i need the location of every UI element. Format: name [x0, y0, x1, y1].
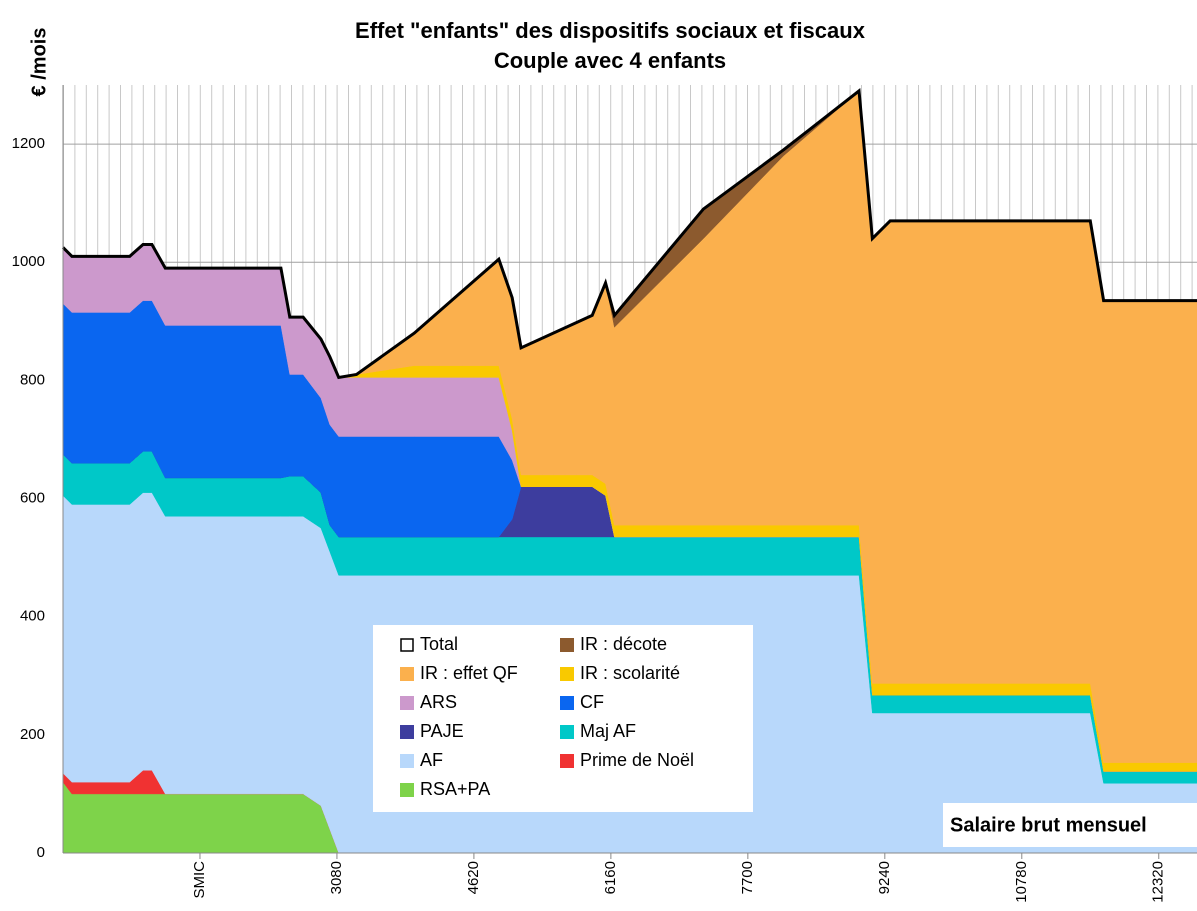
legend-swatch — [400, 783, 414, 797]
y-tick-label: 1000 — [12, 253, 45, 270]
x-tick-label: 10780 — [1013, 861, 1030, 903]
legend-swatch — [400, 638, 414, 652]
legend — [373, 625, 753, 812]
legend-label: IR : effet QF — [420, 663, 518, 683]
legend-label: RSA+PA — [420, 779, 490, 799]
y-tick-label: 200 — [20, 726, 45, 743]
y-tick-label: 600 — [20, 490, 45, 507]
legend-swatch — [400, 725, 414, 739]
y-tick-label: 0 — [37, 844, 45, 861]
y-tick-label: 800 — [20, 371, 45, 388]
chart-title: Effet "enfants" des dispositifs sociaux … — [355, 18, 866, 43]
x-tick-label: 4620 — [465, 861, 482, 894]
legend-swatch — [560, 696, 574, 710]
legend-label: IR : scolarité — [580, 663, 680, 683]
legend-swatch — [400, 696, 414, 710]
legend-swatch — [400, 667, 414, 681]
legend-label: Maj AF — [580, 721, 636, 741]
x-tick-label: 7700 — [739, 861, 756, 894]
legend-swatch — [400, 754, 414, 768]
legend-swatch — [560, 638, 574, 652]
x-tick-label: 6160 — [602, 861, 619, 894]
y-axis-label: € /mois — [28, 28, 50, 97]
total-line — [61, 88, 1197, 380]
x-axis-label: Salaire brut mensuel — [950, 814, 1147, 836]
legend-label: PAJE — [420, 721, 464, 741]
x-tick-label: 12320 — [1150, 861, 1167, 903]
x-tick-label: 3080 — [328, 861, 345, 894]
y-tick-label: 1200 — [12, 135, 45, 152]
legend-swatch — [560, 667, 574, 681]
legend-label: AF — [420, 750, 443, 770]
x-label-box — [943, 803, 1197, 847]
x-tick-label: SMIC — [191, 861, 208, 899]
legend-label: Total — [420, 634, 458, 654]
legend-swatch — [560, 754, 574, 768]
y-tick-label: 400 — [20, 608, 45, 625]
chart-subtitle: Couple avec 4 enfants — [494, 48, 726, 73]
legend-label: Prime de Noël — [580, 750, 694, 770]
legend-label: CF — [580, 692, 604, 712]
x-tick-label: 9240 — [876, 861, 893, 894]
legend-label: IR : décote — [580, 634, 667, 654]
legend-swatch — [560, 725, 574, 739]
legend-label: ARS — [420, 692, 457, 712]
